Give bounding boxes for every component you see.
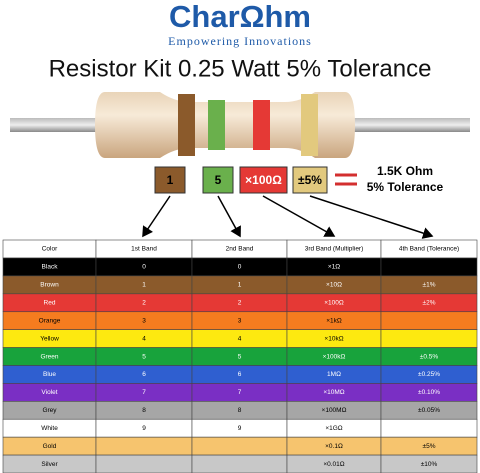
- cell-text: 6: [238, 371, 242, 378]
- cell-text: 0: [142, 264, 146, 271]
- cell-text: ±10%: [421, 461, 438, 468]
- cell-text: Green: [40, 353, 58, 360]
- cell-text: ×10Ω: [326, 282, 342, 289]
- cell-text: ×0.1Ω: [325, 443, 343, 450]
- header-cell-text: 4th Band (Tolerance): [399, 246, 459, 253]
- cell-text: 2: [238, 300, 242, 307]
- cell-text: Red: [44, 300, 56, 307]
- table-cell: [95, 454, 193, 473]
- band: [301, 94, 318, 156]
- cell-text: 4: [142, 335, 146, 342]
- cell-text: Grey: [42, 407, 57, 414]
- cell-text: ±0.25%: [418, 371, 440, 378]
- cell-text: ×100MΩ: [322, 407, 347, 414]
- cell-text: ×100Ω: [324, 300, 344, 307]
- cell-text: Blue: [43, 371, 56, 378]
- table-cell: [380, 418, 478, 438]
- result: 1.5K Ohm: [377, 164, 433, 178]
- band-box: [202, 166, 234, 194]
- cell-text: ×100kΩ: [323, 353, 346, 360]
- cell-text: ×1kΩ: [326, 317, 342, 324]
- cell-text: Orange: [39, 317, 61, 324]
- band: [253, 100, 270, 150]
- cell-text: 2: [142, 300, 146, 307]
- cell-text: Gold: [43, 443, 57, 450]
- cell-text: 5: [238, 353, 242, 360]
- band-label: 1: [167, 173, 174, 187]
- cell-text: 4: [238, 335, 242, 342]
- table-cell: [380, 329, 478, 348]
- cell-text: 5: [142, 353, 146, 360]
- cell-text: ±5%: [423, 443, 436, 450]
- table-cell: [191, 436, 288, 456]
- logo: CharΩhm: [169, 0, 311, 34]
- header-cell-text: 1st Band: [131, 246, 157, 253]
- table-cell: [191, 454, 288, 473]
- band-label: 5: [215, 173, 222, 187]
- cell-text: ±2%: [423, 300, 436, 307]
- cell-text: ±1%: [423, 282, 436, 289]
- cell-text: White: [41, 425, 58, 432]
- band-box: [154, 166, 186, 194]
- cell-text: ±0.5%: [420, 353, 439, 360]
- cell-text: ±0.10%: [418, 389, 440, 396]
- cell-text: Violet: [41, 389, 57, 396]
- table-cell: [380, 454, 478, 473]
- cell-text: 9: [142, 425, 146, 432]
- cell-text: ±0.05%: [418, 407, 440, 414]
- cell-text: 6: [142, 371, 146, 378]
- cell-text: Black: [42, 264, 59, 271]
- result: 5% Tolerance: [367, 180, 444, 194]
- header-cell-text: 3rd Band (Multiplier): [305, 246, 364, 253]
- header-cell-text: Color: [42, 246, 58, 253]
- cell-text: 8: [238, 407, 242, 414]
- cell-text: 7: [142, 389, 146, 396]
- cell-text: Silver: [41, 461, 58, 468]
- cell-text: 0: [238, 264, 242, 271]
- table-cell: [380, 311, 478, 330]
- cell-text: ×1GΩ: [325, 425, 342, 432]
- title: Resistor Kit 0.25 Watt 5% Tolerance: [49, 55, 432, 82]
- band-label: ×100Ω: [245, 173, 282, 187]
- cell-text: ×1Ω: [328, 264, 340, 271]
- cell-text: Yellow: [40, 335, 59, 342]
- cell-text: ×10MΩ: [323, 389, 344, 396]
- cell-text: 1: [238, 282, 242, 289]
- equals-sign: [335, 173, 357, 186]
- band: [178, 94, 195, 156]
- cell-text: 8: [142, 407, 146, 414]
- arrows: [142, 195, 434, 239]
- cell-text: ×10kΩ: [324, 335, 343, 342]
- header-cell-text: 2nd Band: [226, 246, 254, 253]
- cell-text: Brown: [40, 282, 59, 289]
- cell-text: 3: [238, 317, 242, 324]
- band-box: [239, 166, 288, 194]
- band-box: [292, 166, 328, 194]
- tagline: Empowering Innovations: [168, 34, 312, 48]
- table-cell: [380, 257, 478, 277]
- cell-text: ×0.01Ω: [323, 461, 344, 468]
- cell-text: 7: [238, 389, 242, 396]
- cell-text: 1MΩ: [327, 371, 341, 378]
- cell-text: 9: [238, 425, 242, 432]
- table-cell: [95, 436, 193, 456]
- band-label: ±5%: [298, 173, 322, 187]
- band: [208, 100, 225, 150]
- cell-text: 3: [142, 317, 146, 324]
- cell-text: 1: [142, 282, 146, 289]
